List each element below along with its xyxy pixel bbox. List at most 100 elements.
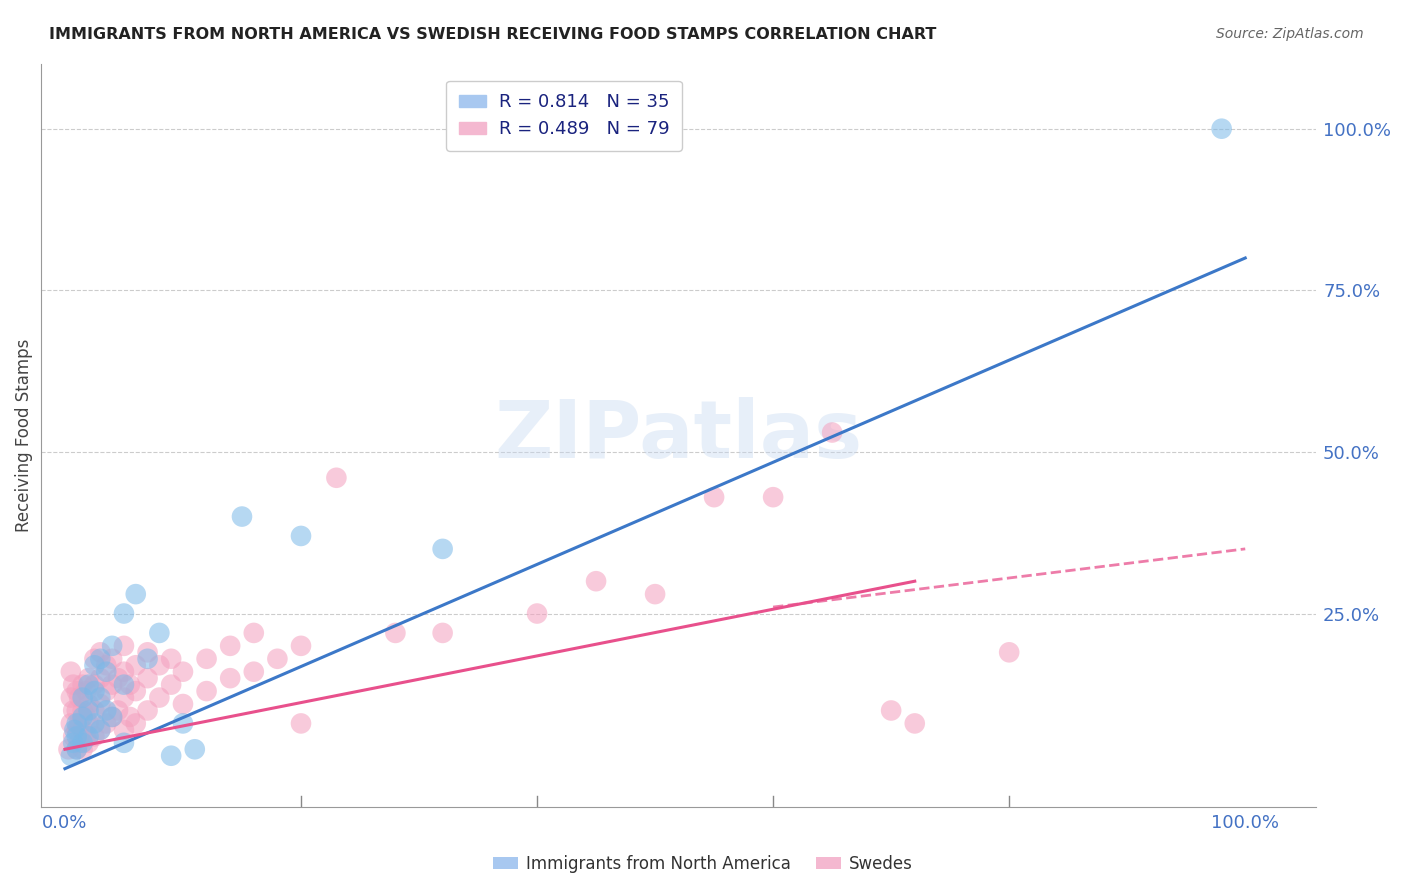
Point	[585, 574, 607, 589]
Point	[89, 690, 111, 705]
Point	[290, 529, 312, 543]
Legend: R = 0.814   N = 35, R = 0.489   N = 79: R = 0.814 N = 35, R = 0.489 N = 79	[446, 80, 682, 151]
Point	[63, 723, 86, 737]
Point	[83, 658, 105, 673]
Point	[96, 665, 118, 679]
Point	[136, 704, 159, 718]
Point	[59, 690, 82, 705]
Point	[290, 716, 312, 731]
Point	[67, 690, 90, 705]
Point	[62, 730, 84, 744]
Point	[77, 736, 100, 750]
Point	[62, 736, 84, 750]
Point	[89, 697, 111, 711]
Point	[96, 658, 118, 673]
Point	[89, 723, 111, 737]
Point	[644, 587, 666, 601]
Point	[703, 490, 725, 504]
Point	[219, 639, 242, 653]
Point	[72, 736, 94, 750]
Point	[66, 704, 89, 718]
Point	[195, 684, 218, 698]
Point	[89, 645, 111, 659]
Point	[66, 684, 89, 698]
Point	[125, 658, 148, 673]
Point	[112, 639, 135, 653]
Point	[112, 723, 135, 737]
Point	[101, 710, 124, 724]
Point	[172, 665, 194, 679]
Point	[160, 678, 183, 692]
Point	[67, 736, 90, 750]
Point	[526, 607, 548, 621]
Point	[148, 658, 170, 673]
Point	[77, 697, 100, 711]
Point	[58, 742, 80, 756]
Point	[77, 678, 100, 692]
Point	[325, 471, 347, 485]
Point	[118, 678, 141, 692]
Point	[125, 716, 148, 731]
Point	[136, 645, 159, 659]
Text: ZIPatlas: ZIPatlas	[495, 397, 863, 475]
Point	[432, 626, 454, 640]
Point	[75, 730, 97, 744]
Point	[107, 704, 129, 718]
Point	[96, 716, 118, 731]
Point	[72, 678, 94, 692]
Point	[83, 678, 105, 692]
Point	[59, 665, 82, 679]
Point	[243, 626, 266, 640]
Point	[75, 684, 97, 698]
Text: Source: ZipAtlas.com: Source: ZipAtlas.com	[1216, 27, 1364, 41]
Point	[231, 509, 253, 524]
Point	[112, 665, 135, 679]
Point	[66, 723, 89, 737]
Point	[66, 716, 89, 731]
Point	[136, 671, 159, 685]
Point	[59, 716, 82, 731]
Point	[148, 690, 170, 705]
Point	[904, 716, 927, 731]
Point	[112, 736, 135, 750]
Point	[72, 710, 94, 724]
Point	[880, 704, 903, 718]
Point	[83, 704, 105, 718]
Point	[101, 710, 124, 724]
Point	[112, 678, 135, 692]
Point	[998, 645, 1021, 659]
Point	[160, 748, 183, 763]
Point	[89, 671, 111, 685]
Point	[77, 730, 100, 744]
Point	[75, 710, 97, 724]
Point	[83, 730, 105, 744]
Point	[89, 723, 111, 737]
Point	[62, 678, 84, 692]
Point	[101, 678, 124, 692]
Point	[432, 541, 454, 556]
Point	[384, 626, 406, 640]
Text: IMMIGRANTS FROM NORTH AMERICA VS SWEDISH RECEIVING FOOD STAMPS CORRELATION CHART: IMMIGRANTS FROM NORTH AMERICA VS SWEDISH…	[49, 27, 936, 42]
Point	[83, 716, 105, 731]
Point	[66, 730, 89, 744]
Point	[125, 684, 148, 698]
Point	[96, 704, 118, 718]
Point	[77, 716, 100, 731]
Point	[112, 607, 135, 621]
Point	[184, 742, 207, 756]
Point	[72, 742, 94, 756]
Point	[107, 671, 129, 685]
Point	[77, 704, 100, 718]
Point	[59, 748, 82, 763]
Point	[77, 671, 100, 685]
Point	[101, 652, 124, 666]
Point	[821, 425, 844, 440]
Point	[172, 697, 194, 711]
Point	[195, 652, 218, 666]
Point	[62, 704, 84, 718]
Point	[72, 723, 94, 737]
Point	[160, 652, 183, 666]
Point	[72, 690, 94, 705]
Point	[148, 626, 170, 640]
Point	[136, 652, 159, 666]
